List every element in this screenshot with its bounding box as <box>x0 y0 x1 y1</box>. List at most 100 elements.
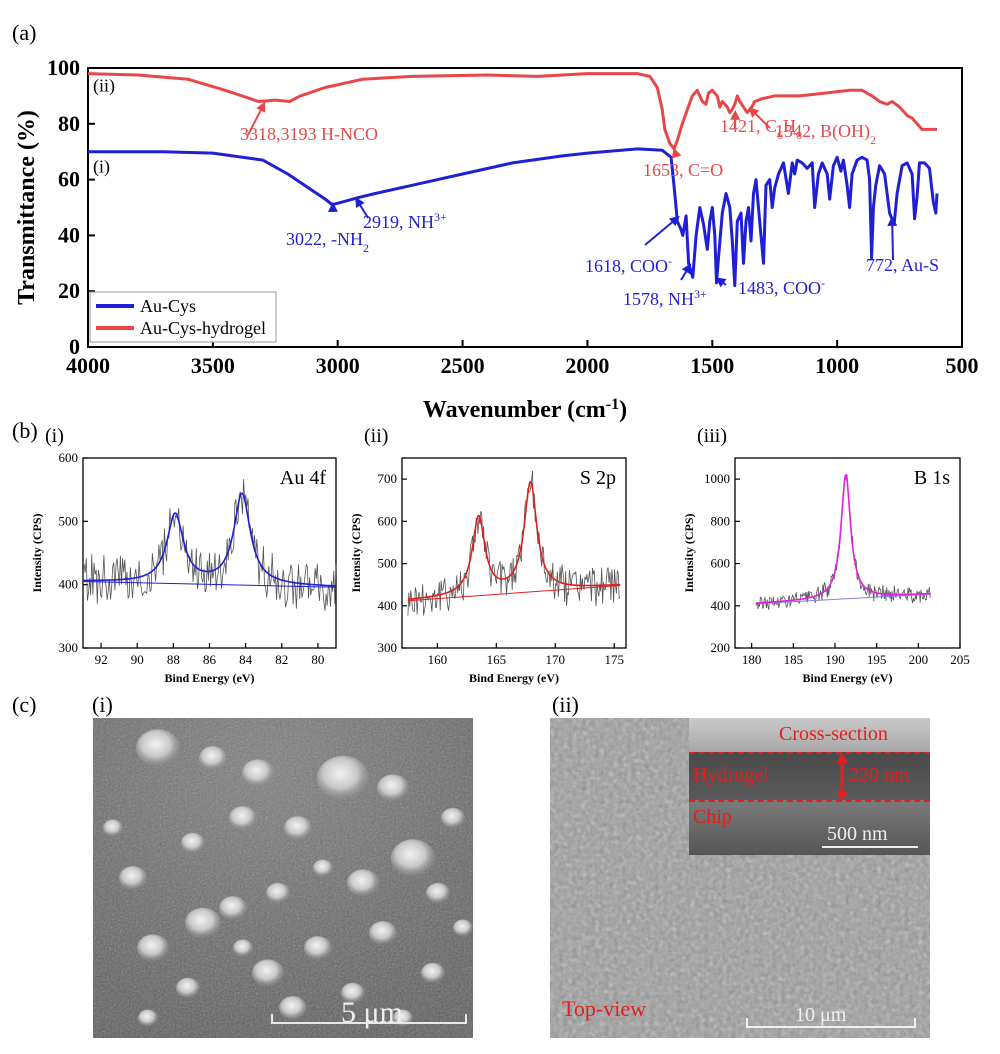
ftir-annotation-arrow <box>891 224 894 261</box>
scale-bar-i-tick-right <box>465 1014 467 1024</box>
xps-raw-data-line <box>82 479 337 611</box>
ftir-annotation-label: 2919, NH3+ <box>363 210 447 232</box>
chip-label: Chip <box>693 806 732 828</box>
top-view-label: Top-view <box>562 996 646 1021</box>
ftir-x-tick-label: 500 <box>946 353 979 378</box>
panel-label-c: (c) <box>12 692 37 717</box>
xps-x-axis-label: Bind Energy (eV) <box>803 671 893 685</box>
xps-x-tick-label: 86 <box>203 652 217 667</box>
nanoparticle-cluster <box>313 859 333 877</box>
xps-y-tick-label: 800 <box>711 513 731 528</box>
sem-image-top-view: Cross-section Hydrogel 220 nm Chip 500 n… <box>550 718 930 1038</box>
ftir-annotation-text: 1483, COO <box>738 278 821 298</box>
ftir-annotation-arrowhead <box>681 263 692 275</box>
ftir-annotation-arrow <box>754 112 771 129</box>
nanoparticle-cluster <box>377 774 409 802</box>
xps-x-tick-label: 80 <box>311 652 324 667</box>
thickness-arrow <box>836 753 848 801</box>
xps-plot-frame <box>401 457 627 649</box>
xps-sub-label: (iii) <box>697 425 727 447</box>
ftir-annotation-arrow <box>247 109 263 136</box>
ftir-series-line-au-cys <box>88 147 939 288</box>
ftir-annotation-text: 1653, C=O <box>643 160 723 180</box>
inset-scale-bar <box>822 846 918 848</box>
inset-top-layer <box>689 718 930 752</box>
panel-label-a: (a) <box>12 20 37 45</box>
scale-bar-i <box>271 1022 467 1024</box>
ftir-annotation-text: 1618, COO <box>585 256 668 276</box>
inset-chip-layer <box>689 800 930 855</box>
ftir-x-axis-label-sup: -1 <box>606 396 619 413</box>
xps-y-tick-label: 500 <box>59 513 79 528</box>
nanoparticle-cluster <box>119 866 147 890</box>
panel-label-b: (b) <box>12 418 38 443</box>
xps-x-tick-label: 92 <box>95 652 108 667</box>
xps-title: B 1s <box>914 467 950 489</box>
xps-baseline-line <box>82 581 337 588</box>
xps-x-tick-label: 180 <box>742 652 762 667</box>
xps-plot-frame <box>734 457 961 649</box>
hydrogel-bottom-dashed-line <box>689 800 930 802</box>
xps-x-tick-label: 205 <box>950 652 970 667</box>
scale-bar-ii-tick-right <box>914 1018 916 1028</box>
scale-bar-ii-text: 10 μm <box>795 1004 847 1026</box>
ftir-annotation-text: 772, Au-S <box>866 255 939 275</box>
nanoparticle-cluster <box>426 882 450 904</box>
xps-x-tick-label: 88 <box>167 652 180 667</box>
xps-y-tick-label: 400 <box>711 598 731 613</box>
xps-y-axis-label: Intensity (CPS) <box>30 513 44 592</box>
xps-x-tick-label: 82 <box>275 652 288 667</box>
ftir-annotation-label: 1578, NH3+ <box>623 287 707 309</box>
xps-y-tick-label: 600 <box>711 556 731 571</box>
xps-y-axis-label: Intensity (CPS) <box>682 513 696 592</box>
ftir-annotation-sub: 6 <box>796 128 802 142</box>
xps-y-tick-label: 700 <box>378 471 398 486</box>
xps-x-tick-label: 160 <box>428 652 448 667</box>
sem-image-nanoparticles: 5 μm <box>93 718 473 1038</box>
ftir-annotation-label: 1618, COO- <box>585 254 672 276</box>
xps-fit-line <box>407 480 621 601</box>
ftir-annotation-text: 3022, -NH <box>286 229 363 249</box>
ftir-y-tick-label: 20 <box>58 278 80 303</box>
xps-x-axis-label: Bind Energy (eV) <box>165 671 255 685</box>
hydrogel-label: Hydrogel <box>693 764 769 786</box>
ftir-annotation-plus: + <box>440 210 447 224</box>
ftir-curve-label: (i) <box>93 157 110 178</box>
nanoparticle-cluster <box>266 882 290 904</box>
nanoparticle-cluster <box>304 936 332 960</box>
xps-x-tick-label: 190 <box>825 652 845 667</box>
nanoparticle-cluster <box>136 729 180 767</box>
ftir-annotation-sub: 2 <box>363 241 369 255</box>
ftir-x-tick-label: 1500 <box>690 353 734 378</box>
nanoparticle-cluster <box>219 896 247 920</box>
ftir-annotation-arrow <box>680 270 688 281</box>
ftir-annotation-arrow <box>359 204 369 219</box>
xps-x-tick-label: 84 <box>239 652 253 667</box>
xps-x-tick-label: 90 <box>131 652 144 667</box>
nanoparticle-cluster <box>284 816 312 840</box>
xps-b1s-chart: (iii) B 1s 180 185 190 195 200 205 200 400 600 800 1… <box>682 425 970 685</box>
ftir-annotation-arrowhead <box>671 147 682 159</box>
nanoparticle-cluster <box>176 977 200 999</box>
ftir-annotation-arrowhead <box>715 277 727 288</box>
ftir-x-axis-label-text: Wavenumber (cm <box>423 397 606 423</box>
xps-title: S 2p <box>580 467 616 489</box>
nanoparticle-cluster <box>279 996 307 1020</box>
xps-x-tick-label: 200 <box>909 652 929 667</box>
nanoparticle-cluster <box>441 807 465 829</box>
ftir-x-tick-label: 3500 <box>191 353 235 378</box>
nanoparticle-cluster <box>252 959 284 987</box>
xps-x-tick-label: 175 <box>604 652 624 667</box>
ftir-x-tick-label: 2000 <box>565 353 609 378</box>
ftir-annotation-plus: + <box>700 287 707 301</box>
xps-au4f-chart: (i) Au 4f 92 90 88 86 84 82 80 300 400 500 600 Bind E… <box>30 425 337 685</box>
nanoparticle-cluster <box>185 907 221 939</box>
xps-y-tick-label: 300 <box>378 640 398 655</box>
inset-title: Cross-section <box>779 723 888 745</box>
ftir-annotation-label: 1342, B(OH)2 <box>775 121 876 147</box>
scale-bar-i-tick-left <box>271 1014 273 1024</box>
nanoparticle-cluster <box>181 832 205 854</box>
ftir-y-tick-label: 0 <box>69 334 80 359</box>
inset-hydrogel-layer <box>689 752 930 800</box>
